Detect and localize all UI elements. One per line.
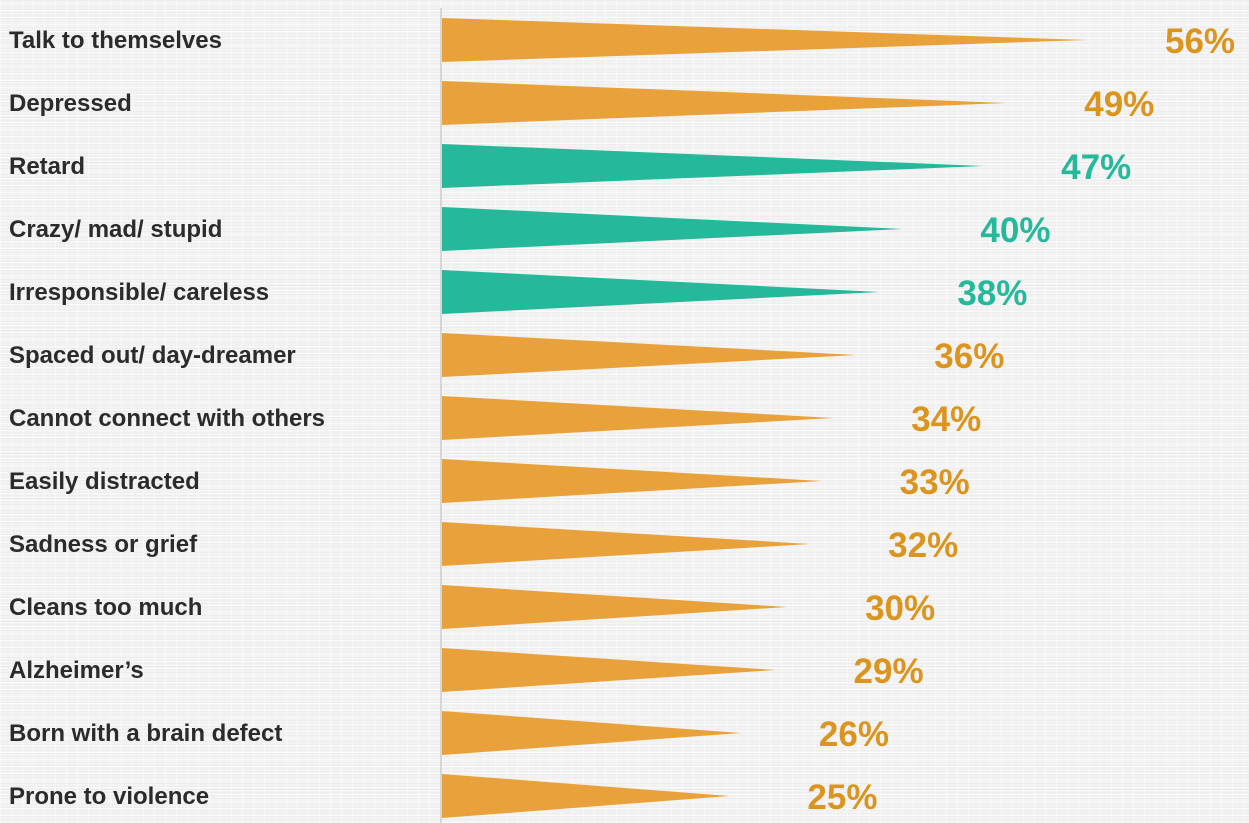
bar — [442, 333, 857, 377]
category-label: Cannot connect with others — [9, 405, 325, 432]
value-label: 30% — [865, 589, 935, 628]
category-label: Alzheimer’s — [9, 657, 144, 684]
bar — [442, 522, 811, 566]
bar — [442, 774, 730, 818]
bar — [442, 18, 1087, 62]
category-label: Prone to violence — [9, 783, 209, 810]
value-label: 47% — [1061, 148, 1131, 187]
bar — [442, 585, 788, 629]
value-label: 49% — [1084, 85, 1154, 124]
bar — [442, 396, 834, 440]
value-label: 56% — [1165, 22, 1235, 61]
bar — [442, 81, 1007, 125]
value-label: 40% — [980, 211, 1050, 250]
category-label: Spaced out/ day-dreamer — [9, 342, 296, 369]
bar — [442, 711, 741, 755]
category-label: Crazy/ mad/ stupid — [9, 216, 222, 243]
bar — [442, 648, 776, 692]
bar — [442, 459, 822, 503]
value-label: 29% — [854, 652, 924, 691]
category-label: Depressed — [9, 90, 132, 117]
value-label: 38% — [957, 274, 1027, 313]
category-label: Born with a brain defect — [9, 720, 282, 747]
value-label: 33% — [900, 463, 970, 502]
value-label: 25% — [807, 778, 877, 817]
value-label: 36% — [934, 337, 1004, 376]
value-label: 32% — [888, 526, 958, 565]
category-label: Sadness or grief — [9, 531, 198, 558]
bar — [442, 270, 880, 314]
category-label: Talk to themselves — [9, 27, 222, 54]
category-label: Retard — [9, 153, 85, 180]
bar — [442, 207, 903, 251]
category-label: Irresponsible/ careless — [9, 279, 269, 306]
category-label: Easily distracted — [9, 468, 200, 495]
category-label: Cleans too much — [9, 594, 202, 621]
value-label: 26% — [819, 715, 889, 754]
bar — [442, 144, 984, 188]
value-label: 34% — [911, 400, 981, 439]
